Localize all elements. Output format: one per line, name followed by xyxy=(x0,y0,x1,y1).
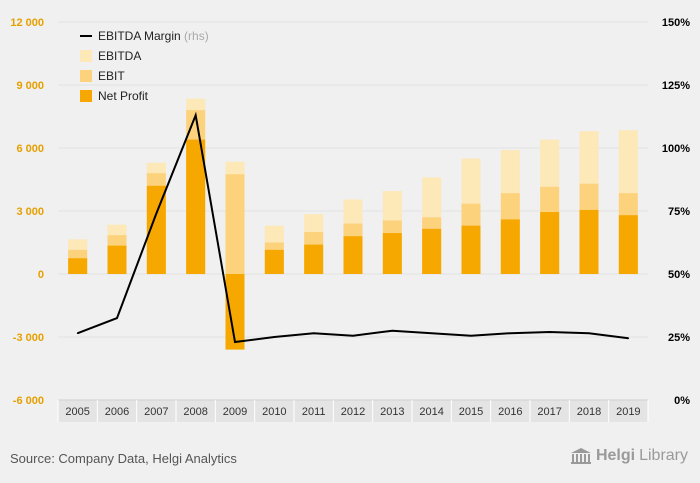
y-left-tick-label: 9 000 xyxy=(16,80,44,92)
bar-net-profit xyxy=(500,219,520,274)
y-right-tick-label: 100% xyxy=(662,143,690,155)
x-tick-label: 2012 xyxy=(341,406,365,418)
x-tick-label: 2014 xyxy=(419,406,443,418)
x-tick-label: 2016 xyxy=(498,406,522,418)
x-tick-label: 2009 xyxy=(223,406,247,418)
y-left-tick-label: 0 xyxy=(38,269,44,281)
point-ebitda-margin xyxy=(155,212,158,215)
x-tick-label: 2017 xyxy=(537,406,561,418)
y-left-tick-label: -3 000 xyxy=(13,332,44,344)
bar-net-profit xyxy=(343,236,363,274)
bar-net-profit xyxy=(579,209,599,274)
point-ebitda-margin xyxy=(509,332,512,335)
bar-net-profit xyxy=(107,245,127,274)
logo-text-library: Library xyxy=(639,447,688,464)
legend-swatch xyxy=(80,50,92,62)
x-tick-label: 2015 xyxy=(459,406,483,418)
x-axis-band xyxy=(58,400,648,422)
x-tick-label: 2008 xyxy=(183,406,207,418)
bar-net-profit xyxy=(382,233,402,274)
legend-swatch xyxy=(80,70,92,82)
point-ebitda-margin xyxy=(548,331,551,333)
bar-net-profit xyxy=(186,139,206,274)
y-left-tick-label: 6 000 xyxy=(16,143,44,155)
y-left-tick-label: 12 000 xyxy=(10,17,44,29)
y-right-tick-label: 25% xyxy=(668,332,690,344)
x-tick-label: 2018 xyxy=(577,406,601,418)
footer: Source: Company Data, Helgi Analytics He… xyxy=(0,438,700,483)
legend-label: EBITDA Margin (rhs) xyxy=(98,29,209,43)
point-ebitda-margin xyxy=(273,336,276,338)
x-tick-label: 2013 xyxy=(380,406,404,418)
bar-net-profit xyxy=(264,249,284,274)
bar-net-profit xyxy=(68,258,88,274)
point-ebitda-margin xyxy=(194,114,197,117)
point-ebitda-margin xyxy=(234,341,236,343)
point-ebitda-margin xyxy=(391,329,394,332)
chart-canvas: 12 000 9 000 6 000 3 000 0 -3 000 -6 000 150% 12… xyxy=(10,17,690,422)
y-left-tick-label: -6 000 xyxy=(13,395,44,407)
bar-net-profit xyxy=(304,244,324,274)
bar-net-profit xyxy=(618,215,638,274)
legend-label: Net Profit xyxy=(98,89,149,103)
point-ebitda-margin xyxy=(352,334,354,337)
point-ebitda-margin xyxy=(588,332,590,335)
x-tick-label: 2007 xyxy=(144,406,168,418)
bar-net-profit xyxy=(146,185,166,274)
legend-label: EBITDA xyxy=(98,49,141,63)
bar-net-profit xyxy=(461,225,481,274)
y-right-tick-label: 150% xyxy=(662,17,690,29)
point-ebitda-margin xyxy=(312,332,315,335)
y-right-tick-label: 125% xyxy=(662,80,690,92)
legend-swatch xyxy=(80,90,92,102)
point-ebitda-margin xyxy=(430,332,433,335)
helgi-library-logo[interactable]: Helgi Library xyxy=(570,447,688,465)
point-ebitda-margin xyxy=(116,317,118,319)
bar-net-profit xyxy=(540,212,560,274)
x-tick-label: 2011 xyxy=(302,406,326,418)
y-right-tick-label: 75% xyxy=(668,206,690,218)
point-ebitda-margin xyxy=(76,332,79,335)
point-ebitda-margin xyxy=(470,334,472,337)
y-right-tick-label: 0% xyxy=(674,395,690,407)
source-note: Source: Company Data, Helgi Analytics xyxy=(10,451,237,466)
legend-label-suffix: (rhs) xyxy=(181,29,209,43)
x-tick-label: 2019 xyxy=(616,406,640,418)
x-tick-label: 2005 xyxy=(65,406,89,418)
point-ebitda-margin xyxy=(627,337,630,340)
library-building-icon xyxy=(570,448,591,464)
bar-ebit xyxy=(225,174,245,274)
legend-label: EBIT xyxy=(98,69,125,83)
bar-net-profit xyxy=(225,274,245,350)
bar-net-profit xyxy=(422,228,442,274)
x-tick-label: 2010 xyxy=(262,406,286,418)
logo-text-helgi: Helgi xyxy=(595,447,636,464)
x-tick-label: 2006 xyxy=(105,406,129,418)
y-right-tick-label: 50% xyxy=(668,269,690,281)
y-left-tick-label: 3 000 xyxy=(16,206,44,218)
